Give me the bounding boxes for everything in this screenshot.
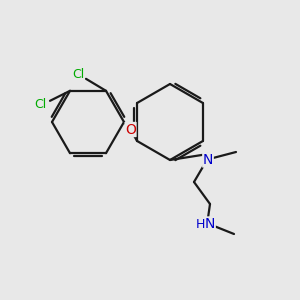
Text: Cl: Cl	[72, 68, 84, 81]
Text: H: H	[195, 218, 205, 230]
Text: N: N	[205, 217, 215, 231]
Text: O: O	[125, 122, 136, 136]
Text: N: N	[203, 153, 213, 167]
Text: Cl: Cl	[34, 98, 46, 111]
